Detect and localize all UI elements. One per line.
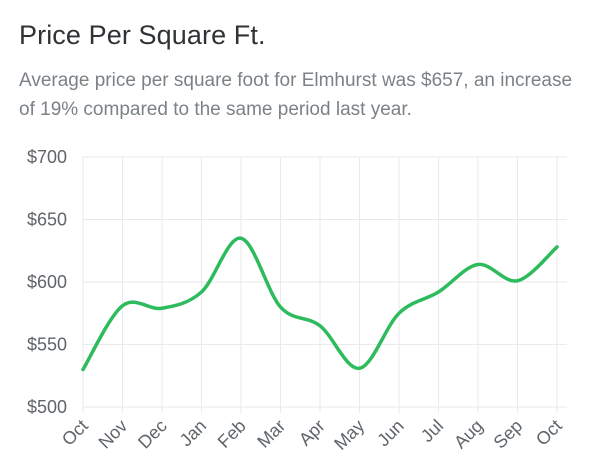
- price-line: [81, 236, 559, 372]
- data-point-sep-11: [512, 275, 524, 287]
- data-point-aug-10: [472, 259, 484, 271]
- y-tick-label: $550: [27, 335, 67, 355]
- series-layer: [77, 232, 563, 376]
- data-point-may-7: [354, 362, 366, 374]
- chart-subtitle: Average price per square foot for Elmhur…: [19, 70, 573, 120]
- data-point-feb-4: [235, 232, 247, 244]
- y-tick-label: $650: [27, 210, 67, 230]
- x-tick-label: Aug: [450, 416, 487, 453]
- y-tick-label: $500: [27, 397, 67, 417]
- y-axis-ticks: $500 $550 $600 $650 $700: [27, 147, 67, 417]
- x-tick-label: Feb: [214, 416, 250, 452]
- data-point-dec-2: [156, 302, 168, 314]
- x-tick-label: Dec: [134, 416, 171, 453]
- x-tick-label: Jun: [373, 416, 408, 451]
- x-tick-label: May: [330, 416, 368, 454]
- x-tick-label: Mar: [253, 416, 289, 452]
- data-point-jul-9: [433, 286, 445, 298]
- x-tick-label: Oct: [532, 416, 566, 450]
- x-tick-label: Oct: [58, 416, 92, 450]
- x-tick-label: Apr: [295, 416, 329, 450]
- data-point-nov-1: [117, 300, 129, 312]
- data-point-jun-8: [393, 307, 405, 319]
- x-tick-label: Sep: [490, 416, 527, 453]
- data-point-oct-12: [551, 241, 563, 253]
- data-point-oct-0: [77, 364, 89, 376]
- data-point-mar-5: [275, 301, 287, 313]
- y-tick-label: $700: [27, 147, 67, 167]
- data-point-apr-6: [314, 320, 326, 332]
- data-point-jan-3: [196, 286, 208, 298]
- x-tick-label: Jan: [176, 416, 211, 451]
- y-tick-label: $600: [27, 272, 67, 292]
- chart-title: Price Per Square Ft.: [19, 20, 266, 50]
- x-tick-label: Nov: [95, 416, 132, 453]
- x-tick-label: Jul: [417, 416, 447, 446]
- grid-layer: [82, 156, 567, 413]
- x-axis-ticks: Oct Nov Dec Jan Feb Mar Apr May Jun Jul Aug Sep Oct: [58, 416, 566, 454]
